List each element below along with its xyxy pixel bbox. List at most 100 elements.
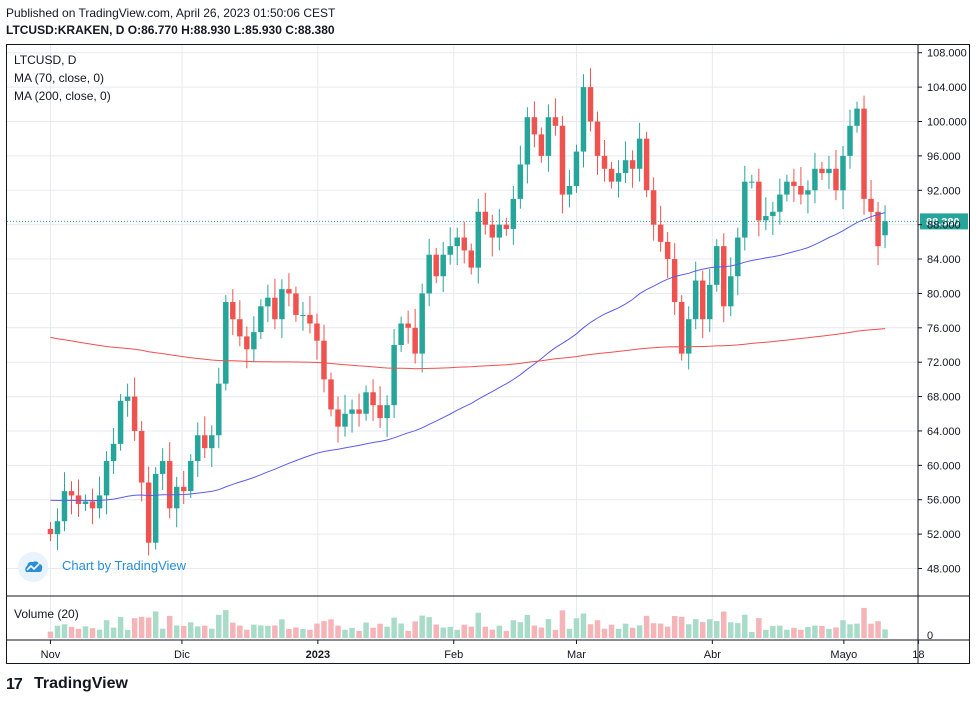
ma70-line (50, 212, 886, 502)
ma200-line (50, 328, 886, 370)
volume-bar (286, 628, 292, 638)
x-tick-label: Mar (567, 649, 586, 661)
y-tick-label: 92.000 (927, 185, 961, 197)
volume-bar (777, 625, 783, 638)
y-tick-label: 88.000 (927, 220, 961, 232)
candle-body (124, 396, 131, 401)
candle-body (244, 336, 250, 350)
y-tick-label: 108.000 (927, 48, 967, 60)
volume-bar (756, 618, 762, 638)
candle-body (819, 168, 825, 174)
candle-body (678, 302, 685, 354)
volume-bar (678, 616, 685, 638)
volume-bar (503, 630, 510, 638)
volume-bar (202, 625, 208, 638)
candle-body (258, 306, 264, 333)
volume-bar (468, 626, 475, 638)
candle-body (545, 117, 552, 156)
volume-bar (475, 612, 482, 638)
volume-bar (398, 623, 404, 638)
volume-bar (791, 627, 797, 638)
candle-body (300, 314, 306, 316)
chart-frame[interactable] (6, 44, 970, 664)
candle-body (692, 280, 699, 320)
volume-bar (223, 610, 229, 638)
candle-body (265, 297, 271, 307)
candle-body (468, 250, 475, 268)
candle-body (398, 323, 404, 345)
moving-averages (50, 212, 886, 502)
volume-bar (770, 625, 776, 638)
candle-body (75, 495, 82, 505)
last-price-tag (920, 213, 968, 230)
candle-body (328, 379, 334, 410)
candle-body (82, 501, 89, 505)
x-tick-label: Feb (444, 649, 463, 661)
candle-body (749, 181, 755, 183)
volume-bar (138, 616, 145, 638)
candle-body (601, 155, 608, 169)
volume-bar (272, 625, 278, 638)
grid (7, 45, 919, 640)
candle-body (405, 323, 411, 328)
candle-body (377, 405, 383, 419)
volume-bar (854, 623, 860, 638)
candle-body (643, 138, 650, 191)
volume-bar (384, 626, 390, 638)
volume-bar (124, 629, 131, 638)
volume-bar (805, 626, 811, 638)
candle-body (566, 185, 573, 195)
candle-body (166, 461, 173, 509)
candle-body (629, 160, 636, 169)
candle-body (657, 224, 664, 242)
candle-body (321, 340, 327, 380)
candle-body (812, 168, 818, 191)
candles (47, 68, 888, 556)
volume-bar (54, 625, 61, 638)
candle-body (391, 344, 397, 406)
volume-bar (433, 624, 439, 638)
watermark[interactable]: Chart by TradingView (18, 552, 218, 582)
volume-bar (426, 617, 432, 638)
candle-body (447, 246, 453, 255)
x-tick-label: Dic (174, 649, 190, 661)
candle-body (587, 87, 594, 122)
y-tick-label: 48.000 (927, 563, 961, 575)
candle-body (517, 164, 524, 199)
volume-bar (328, 619, 334, 638)
candle-body (706, 284, 713, 320)
candle-body (230, 302, 236, 320)
volume-bar (61, 624, 68, 638)
axes: 108.000104.000100.00096.00092.00088.0008… (7, 45, 970, 663)
candle-body (594, 121, 601, 156)
candle-body (145, 482, 152, 543)
volume-bar (798, 629, 804, 638)
candle-body (384, 405, 390, 419)
volume-bar (335, 625, 341, 638)
volume-bar (545, 619, 552, 638)
volume-bar (244, 629, 250, 638)
candle-body (159, 461, 166, 474)
candle-body (636, 138, 643, 169)
candle-body (721, 246, 727, 307)
candle-body (580, 87, 587, 152)
candle-body (503, 224, 510, 229)
candle-body (559, 125, 566, 195)
volume-bar (538, 627, 545, 638)
candle-body (524, 117, 531, 165)
candle-body (356, 409, 362, 414)
volume-bar (861, 607, 867, 638)
candle-body (798, 185, 804, 195)
candle-body (756, 181, 762, 221)
candle-body (433, 254, 439, 277)
candle-body (854, 108, 860, 126)
volume-bar (524, 614, 531, 638)
candle-body (489, 224, 496, 238)
candle-body (180, 486, 187, 492)
candle-body (728, 276, 734, 307)
volume-bar (293, 627, 299, 638)
volume-zero-label: 0 (927, 630, 933, 642)
x-tick-label: Abr (704, 649, 721, 661)
volume-bar (307, 629, 313, 638)
